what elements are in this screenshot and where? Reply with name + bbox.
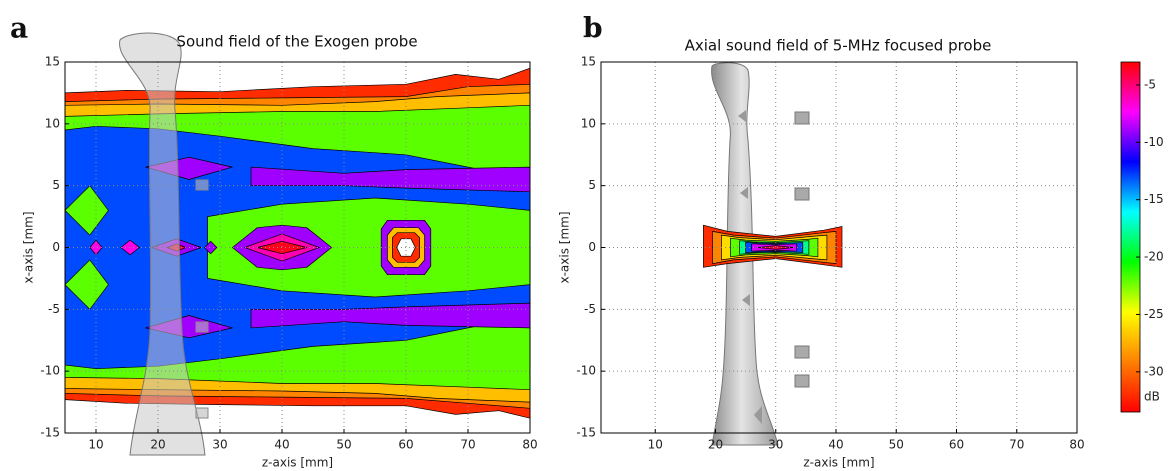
x-tick-label: 30 bbox=[212, 438, 227, 452]
x-tick-label: 30 bbox=[768, 438, 783, 452]
y-axis-label: x-axis [mm] bbox=[22, 211, 36, 283]
y-tick-label: -10 bbox=[40, 364, 60, 378]
y-tick-label: -10 bbox=[576, 364, 596, 378]
field-b bbox=[703, 224, 843, 268]
colorbar-tick-label: -10 bbox=[1144, 135, 1164, 149]
field-a bbox=[65, 67, 530, 419]
x-tick-label: 10 bbox=[648, 438, 663, 452]
y-tick-label: 5 bbox=[588, 178, 596, 192]
x-tick-label: 20 bbox=[150, 438, 165, 452]
y-tick-label: 5 bbox=[52, 178, 60, 192]
contour-region bbox=[120, 239, 140, 256]
y-tick-label: 15 bbox=[581, 55, 596, 69]
axes-a: 10 20 30 40 50 60 70 80 -15 -10 -5 0 5 10 15 Sound fiel… bbox=[10, 12, 538, 470]
contour-region bbox=[89, 239, 103, 256]
colorbar-label: dB bbox=[1144, 390, 1160, 404]
chart-title: Axial sound field of 5-MHz focused probe bbox=[685, 37, 992, 55]
colorbar-tick-label: -30 bbox=[1144, 364, 1164, 378]
x-axis-label: z-axis [mm] bbox=[262, 456, 333, 470]
x-tick-label: 60 bbox=[949, 438, 964, 452]
y-tick-label: -5 bbox=[48, 302, 60, 316]
colorbar-tick-label: -20 bbox=[1144, 250, 1164, 264]
contour-region bbox=[207, 197, 530, 298]
y-axis-label: x-axis [mm] bbox=[558, 211, 572, 283]
x-tick-label: 40 bbox=[274, 438, 289, 452]
y-tick-label: 10 bbox=[45, 116, 60, 130]
contour-region bbox=[204, 240, 218, 255]
y-tick-label: -15 bbox=[576, 426, 596, 440]
plot-frame bbox=[600, 61, 1078, 434]
y-tick-label: 10 bbox=[581, 116, 596, 130]
x-tick-label: 50 bbox=[889, 438, 904, 452]
y-tick-label: 0 bbox=[588, 240, 596, 254]
y-tick-label: -5 bbox=[584, 302, 596, 316]
x-tick-label: 70 bbox=[1009, 438, 1024, 452]
y-tick-label: 0 bbox=[52, 240, 60, 254]
panel-label: b bbox=[583, 12, 603, 45]
x-tick-label: 80 bbox=[522, 438, 537, 452]
x-tick-label: 50 bbox=[336, 438, 351, 452]
x-tick-label: 40 bbox=[828, 438, 843, 452]
y-tick-label: -15 bbox=[40, 426, 60, 440]
colorbar bbox=[1120, 61, 1141, 413]
axes-b: 10 20 30 40 50 60 70 80 -15 -10 -5 0 5 10 15 Axial soun… bbox=[558, 12, 1164, 470]
contour-region bbox=[65, 185, 109, 236]
panel-label: a bbox=[10, 12, 28, 45]
colorbar-tick-label: -25 bbox=[1144, 307, 1164, 321]
x-tick-label: 60 bbox=[398, 438, 413, 452]
bone-a bbox=[119, 32, 209, 456]
x-tick-label: 10 bbox=[88, 438, 103, 452]
contour-region bbox=[250, 302, 530, 329]
colorbar-tick-label: -15 bbox=[1144, 192, 1164, 206]
plot-frame bbox=[64, 61, 531, 434]
contour-region bbox=[65, 259, 109, 310]
colorbar-tick-label: -5 bbox=[1144, 77, 1156, 91]
y-tick-label: 15 bbox=[45, 55, 60, 69]
x-axis-label: z-axis [mm] bbox=[803, 456, 874, 470]
x-tick-label: 80 bbox=[1069, 438, 1084, 452]
x-tick-label: 70 bbox=[460, 438, 475, 452]
x-tick-label: 20 bbox=[708, 438, 723, 452]
chart-title: Sound field of the Exogen probe bbox=[176, 33, 417, 51]
